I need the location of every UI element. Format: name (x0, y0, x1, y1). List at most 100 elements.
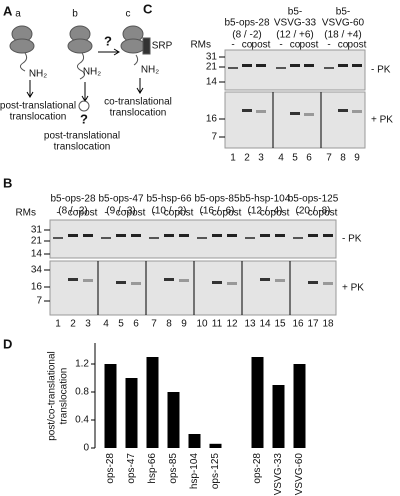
band (149, 237, 159, 239)
condition: - (152, 208, 155, 219)
lane-number: 5 (118, 319, 124, 330)
question: ? (104, 33, 112, 48)
gel (224, 91, 366, 149)
lane-number: 11 (212, 319, 223, 330)
condition: - (104, 208, 107, 219)
lane-number: 7 (151, 319, 157, 330)
gel (49, 219, 337, 259)
condition: post (271, 208, 290, 219)
band (323, 282, 333, 285)
marker-label: 14 (206, 77, 218, 88)
condition: - (56, 208, 59, 219)
band (227, 234, 237, 237)
panel-letter: B (3, 175, 12, 190)
nh2-label: NH₂ (83, 67, 101, 78)
lane-number: 1 (230, 153, 236, 164)
caption: translocation (54, 142, 111, 153)
marker-label: 31 (206, 52, 218, 63)
condition: - (248, 208, 251, 219)
bar (209, 443, 222, 448)
band (256, 64, 266, 67)
y-tick-label: 1.2 (75, 359, 89, 370)
condition: post (127, 208, 146, 219)
band (324, 67, 334, 69)
lane-number: 4 (278, 153, 284, 164)
sub-label: b (72, 9, 78, 20)
condition: post (319, 208, 338, 219)
construct-name: VSVG-33 (274, 18, 317, 29)
marker-label: 7 (211, 132, 217, 143)
condition: post (79, 208, 98, 219)
construct-name: b5-hsp-66 (146, 194, 191, 205)
panel-letter: A (3, 3, 13, 18)
bar (251, 357, 264, 448)
construct-name: b5- (336, 7, 350, 18)
lane-number: 4 (103, 319, 109, 330)
panel-letter: D (3, 336, 12, 351)
band (304, 113, 314, 116)
caption: post-translational (44, 131, 120, 142)
pk-label: + PK (342, 283, 364, 294)
band (68, 234, 78, 237)
lane-number: 16 (292, 319, 304, 330)
band (245, 237, 255, 239)
condition: co (308, 208, 319, 219)
condition: post (252, 40, 271, 51)
lane-number: 6 (133, 319, 139, 330)
gel (49, 260, 337, 316)
condition: - (200, 208, 203, 219)
lane-number: 8 (166, 319, 172, 330)
lane-number: 2 (70, 319, 76, 330)
band (290, 64, 300, 67)
x-tick-label: ops-28 (105, 453, 116, 484)
band (179, 279, 189, 282)
condition: post (175, 208, 194, 219)
band (179, 234, 189, 237)
bar (272, 385, 285, 448)
bar (293, 364, 306, 448)
marker-label: 7 (36, 296, 42, 307)
bar (167, 392, 180, 448)
x-tick-label: VSVG-60 (294, 453, 305, 496)
construct-name: b5- (288, 7, 302, 18)
band (275, 279, 285, 282)
bar (104, 364, 117, 448)
band (275, 234, 285, 237)
x-tick-label: VSVG-33 (273, 453, 284, 496)
band (164, 278, 174, 281)
construct-charge: (9 / -3) (106, 206, 135, 217)
condition: - (327, 40, 330, 51)
band (308, 281, 318, 284)
y-tick-label: 0.4 (75, 415, 89, 426)
band (131, 234, 141, 237)
lane-number: 6 (306, 153, 312, 164)
construct-charge: (10 / -2) (151, 206, 186, 217)
construct-name: b5-ops-28 (50, 194, 95, 205)
pk-label: - PK (371, 65, 391, 76)
bar (146, 357, 159, 448)
y-tick-label: 0 (83, 443, 89, 454)
band (197, 237, 207, 239)
band (260, 278, 270, 281)
bar (125, 378, 138, 448)
band (242, 109, 252, 112)
y-axis-label: post/co-translational (47, 351, 58, 441)
caption: translocation (10, 112, 67, 123)
panel-a-drawing (9, 25, 151, 112)
caption: translocation (110, 108, 167, 119)
lane-number: 3 (85, 319, 91, 330)
lane-number: 3 (258, 153, 264, 164)
srp-label: SRP (152, 41, 173, 52)
condition: post (348, 40, 367, 51)
construct-name: b5-ops-28 (224, 18, 269, 29)
construct-name: b5-hsp-104 (240, 194, 291, 205)
lane-number: 10 (196, 319, 208, 330)
band (53, 237, 63, 239)
condition: - (279, 40, 282, 51)
condition: co (164, 208, 175, 219)
lane-number: 9 (354, 153, 360, 164)
pk-label: + PK (371, 115, 393, 126)
marker-label: 16 (31, 282, 43, 293)
band (293, 237, 303, 239)
